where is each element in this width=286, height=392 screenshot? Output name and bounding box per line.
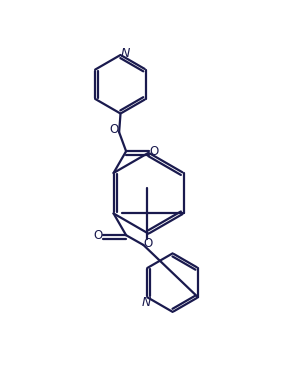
Text: O: O [94, 229, 103, 242]
Text: O: O [144, 237, 153, 250]
Text: O: O [110, 123, 119, 136]
Text: N: N [141, 296, 151, 309]
Text: N: N [121, 47, 130, 60]
Text: O: O [149, 145, 159, 158]
